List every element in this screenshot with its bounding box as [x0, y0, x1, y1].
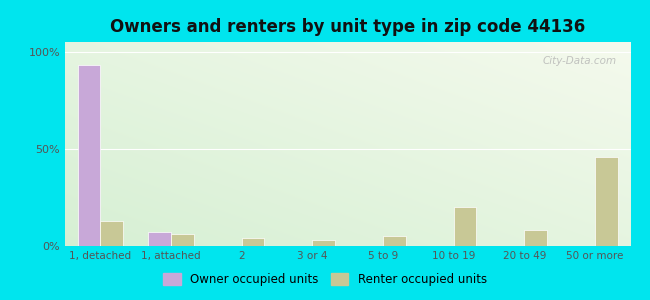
Bar — [383, 236, 406, 246]
Bar — [100, 221, 123, 246]
Bar — [313, 240, 335, 246]
Bar — [454, 207, 476, 246]
Text: City-Data.com: City-Data.com — [542, 56, 616, 66]
Bar — [242, 238, 265, 246]
Bar — [148, 232, 171, 246]
Bar — [525, 230, 547, 246]
Legend: Owner occupied units, Renter occupied units: Owner occupied units, Renter occupied un… — [159, 268, 491, 291]
Bar — [595, 157, 617, 246]
Bar — [171, 234, 194, 246]
Title: Owners and renters by unit type in zip code 44136: Owners and renters by unit type in zip c… — [110, 18, 586, 36]
Bar — [78, 65, 100, 246]
